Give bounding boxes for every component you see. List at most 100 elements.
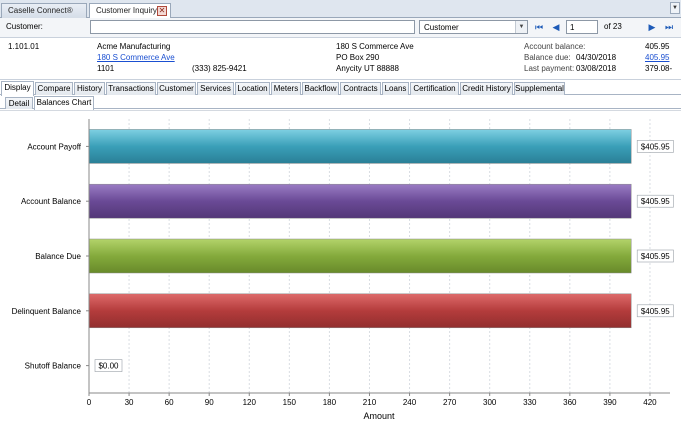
x-tick-label-7: 210 [363,398,377,407]
x-tick-label-11: 330 [523,398,537,407]
balance-due-link[interactable]: 405.95 [645,53,670,62]
main-tab-strip: Display Compare History Transactions Cus… [0,81,681,96]
tab-label: Location [237,84,268,93]
data-label-box-3 [636,304,674,318]
bar-account-balance [88,183,632,219]
bar-balance-due [88,238,632,274]
account-info-panel: 1.101.01 Acme Manufacturing 180 S Commer… [0,38,681,80]
account-balance-value: 405.95 [645,42,670,51]
tab-label: Detail [8,99,30,108]
x-axis-title: Amount [363,411,395,421]
sub-tab-strip: Detail Balances Chart [0,96,681,110]
tab-customer[interactable]: Customer [157,82,196,95]
previous-record-icon[interactable]: ◀ [552,22,560,32]
tab-transactions[interactable]: Transactions [106,82,156,95]
tab-credit-history[interactable]: Credit History [460,82,513,95]
record-number-value: 1 [570,23,575,32]
bar-account-payoff [88,129,632,164]
category-label-4: Shutoff Balance [25,362,82,371]
tab-label: Loans [384,84,407,93]
tab-label: Certification [413,84,456,93]
document-tab-strip: Caselle Connect® Customer Inquiry ✕ ▼ [0,0,681,19]
x-tick-label-14: 420 [643,398,657,407]
last-payment-label: Last payment: [524,64,575,73]
customer-phone: (333) 825-9421 [192,64,247,73]
tab-detail[interactable]: Detail [5,97,33,109]
tab-label: History [77,84,102,93]
search-type-select[interactable]: Customer ▼ [419,20,528,34]
tab-supplemental[interactable]: Supplemental [514,82,565,95]
data-label-3: $405.95 [641,307,670,316]
tab-display[interactable]: Display [1,81,34,96]
category-label-1: Account Balance [21,197,82,206]
chart-labels: Account Payoff $405.95 Account Balance $405… [12,140,674,372]
tab-label: Balances Chart [36,98,92,107]
x-tick-label-10: 300 [483,398,497,407]
service-address-link[interactable]: 180 S Commerce Ave [97,53,175,62]
x-tick-label-1: 30 [125,398,134,407]
chart-bars [88,129,632,329]
record-count: of 23 [604,22,622,31]
chevron-down-icon[interactable]: ▼ [515,21,527,33]
customer-name: Acme Manufacturing [97,42,171,51]
data-label-1: $405.95 [641,197,670,206]
mailing-address-line3: Anycity UT 88888 [336,64,399,73]
data-label-2: $405.95 [641,252,670,261]
tab-label: Display [4,83,31,92]
tab-services[interactable]: Services [197,82,234,95]
tab-label: Meters [273,84,299,93]
chart-axis: 0 30 60 90 120 150 180 210 240 270 300 330 360 390 420 [86,119,670,407]
x-tick-label-4: 120 [243,398,257,407]
tab-list-dropdown-icon[interactable]: ▼ [670,2,680,14]
x-tick-label-5: 150 [283,398,297,407]
tab-meters[interactable]: Meters [271,82,301,95]
account-number: 1.101.01 [8,42,40,51]
tab-backflow[interactable]: Backflow [302,82,339,95]
data-label-box-4 [94,359,123,372]
last-payment-value: 379.08- [645,64,673,73]
tab-label: Services [200,84,231,93]
tab-label: Supplemental [515,84,564,93]
tab-caselle-connect[interactable]: Caselle Connect® [1,3,87,18]
next-record-icon[interactable]: ▶ [648,22,656,32]
account-balance-label: Account balance: [524,42,586,51]
category-label-2: Balance Due [35,252,81,261]
search-type-value: Customer [424,23,459,32]
x-tick-label-0: 0 [87,398,92,407]
category-label-3: Delinquent Balance [12,307,82,316]
last-record-icon[interactable]: ⏭ [664,22,674,32]
customer-input[interactable] [90,20,415,34]
tab-location[interactable]: Location [235,82,270,95]
balance-due-date: 04/30/2018 [576,53,617,62]
tab-customer-inquiry-label: Customer Inquiry [96,6,157,15]
tab-compare[interactable]: Compare [35,82,73,95]
x-tick-label-2: 60 [165,398,174,407]
tab-balances-chart[interactable]: Balances Chart [34,96,94,110]
tab-loans[interactable]: Loans [382,82,409,95]
data-label-box-1 [636,194,674,208]
tab-customer-inquiry[interactable]: Customer Inquiry ✕ [89,3,171,19]
x-tick-label-12: 360 [563,398,577,407]
bar-delinquent-balance [88,293,632,329]
tab-contracts[interactable]: Contracts [340,82,381,95]
close-icon[interactable]: ✕ [157,6,167,16]
first-record-icon[interactable]: ⏮ [534,22,544,32]
tab-label: Compare [37,84,71,93]
tab-label: Backflow [304,84,337,93]
tab-caselle-connect-label: Caselle Connect® [8,6,73,15]
customer-label: Customer: [6,22,43,31]
data-label-0: $405.95 [641,142,670,151]
customer-search-bar: Customer: Customer ▼ ⏮ ◀ 1 of 23 ▶ ⏭ [0,18,681,38]
x-tick-label-9: 270 [443,398,457,407]
tab-certification[interactable]: Certification [410,82,459,95]
x-tick-label-6: 180 [323,398,337,407]
data-label-box-0 [636,140,674,153]
tab-label: Customer [159,84,194,93]
data-label-box-2 [636,249,674,263]
mailing-address-line1: 180 S Commerce Ave [336,42,414,51]
tab-label: Credit History [462,84,511,93]
mailing-address-line2: PO Box 290 [336,53,380,62]
tab-history[interactable]: History [74,82,105,95]
last-payment-date: 03/08/2018 [576,64,617,73]
record-number-input[interactable]: 1 [566,20,598,34]
